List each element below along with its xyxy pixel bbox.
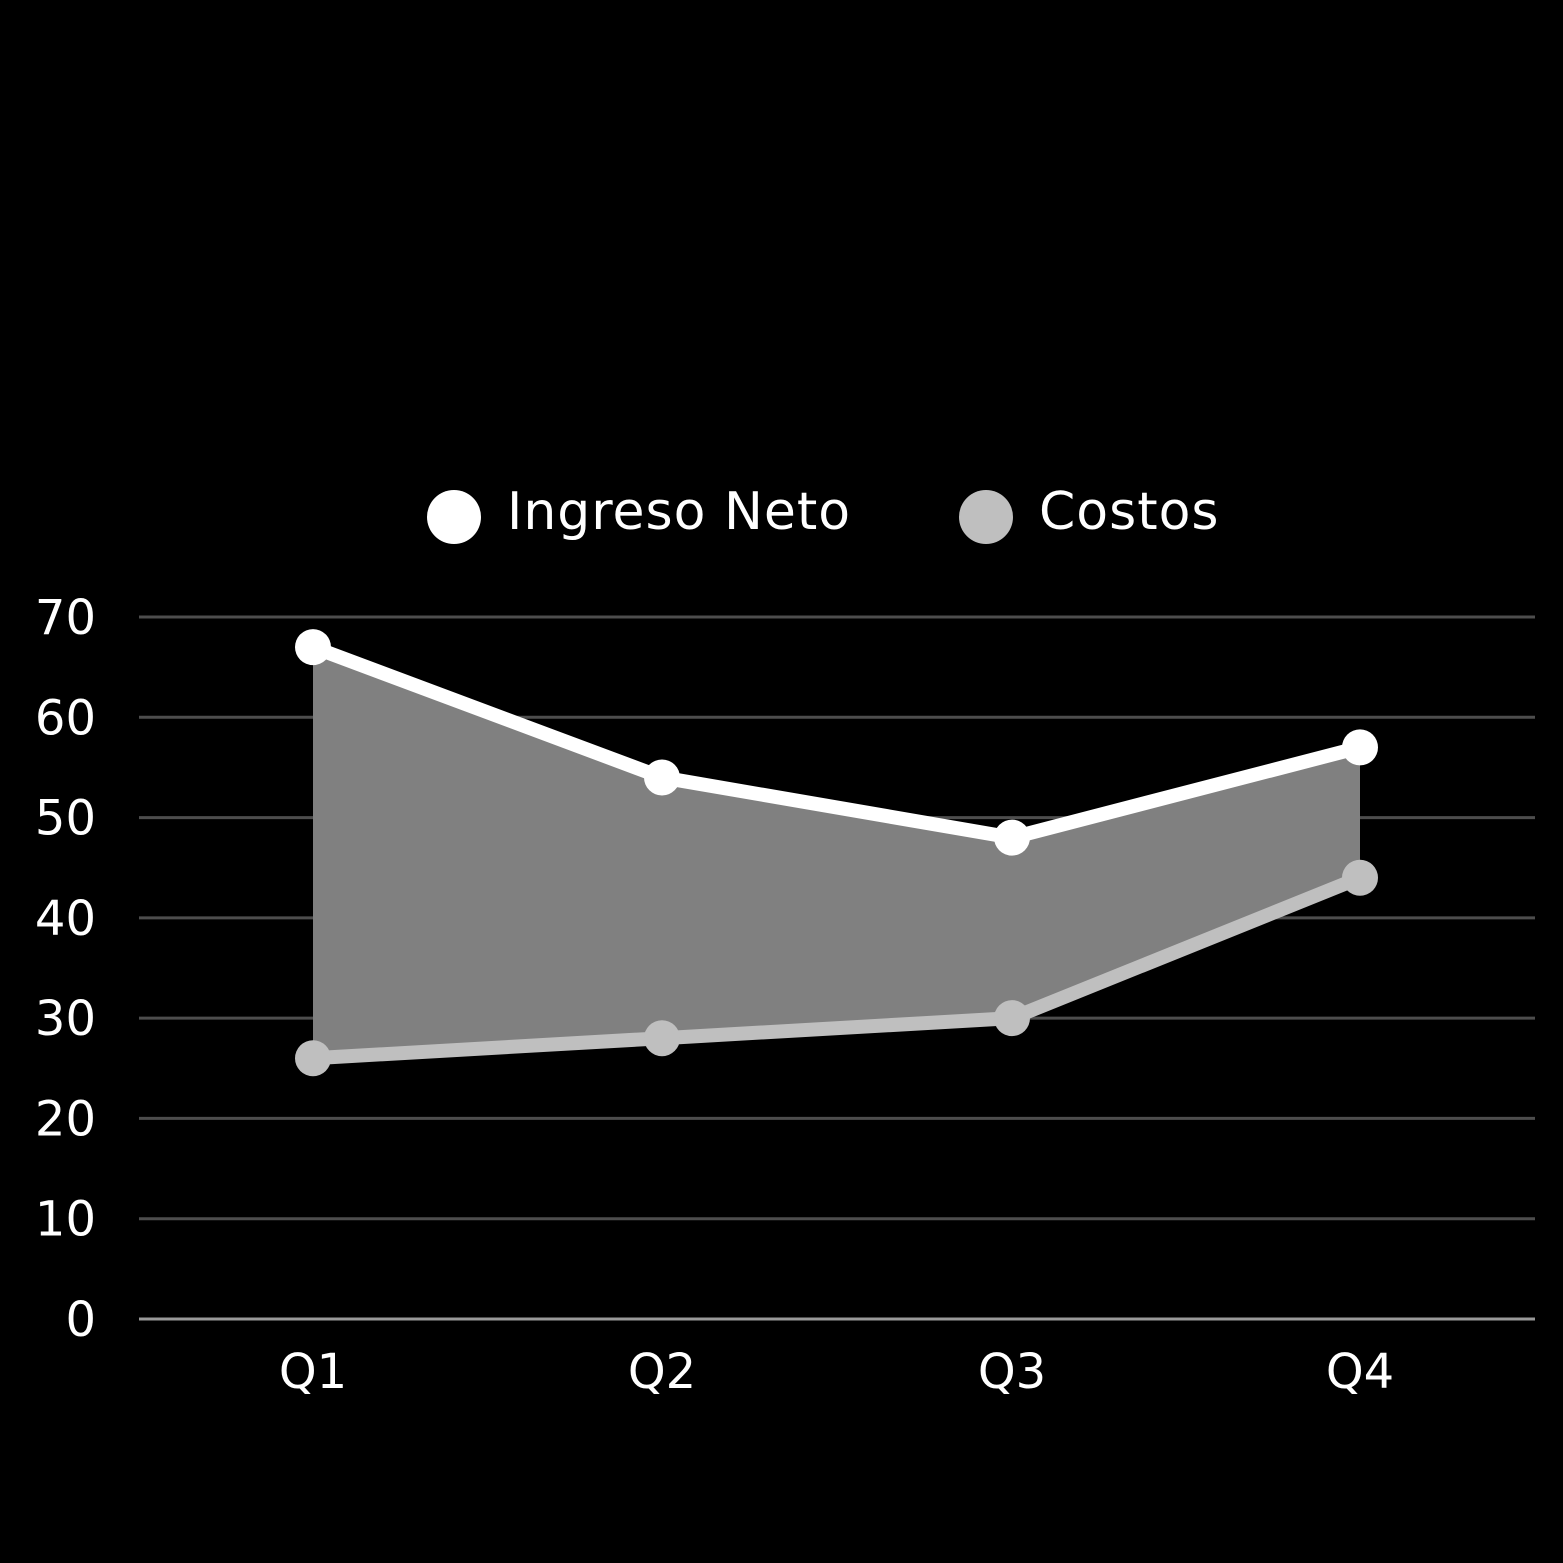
- y-tick-label: 20: [35, 1091, 96, 1147]
- legend-label-costos: Costos: [1039, 482, 1220, 542]
- data-point-ingreso-neto: [994, 819, 1030, 856]
- x-tick-label: Q3: [978, 1344, 1046, 1400]
- x-tick-label: Q4: [1326, 1344, 1394, 1400]
- legend-label-ingreso-neto: Ingreso Neto: [507, 482, 851, 542]
- data-point-ingreso-neto: [1342, 729, 1378, 766]
- y-tick-label: 60: [35, 690, 96, 746]
- y-tick-label: 40: [35, 891, 96, 947]
- data-points: [295, 629, 1378, 1077]
- y-tick-label: 30: [35, 991, 96, 1047]
- y-tick-label: 0: [65, 1292, 96, 1348]
- data-point-ingreso-neto: [295, 629, 331, 666]
- data-point-costos: [644, 1020, 680, 1057]
- y-tick-label: 50: [35, 791, 96, 847]
- legend-marker-costos: [959, 490, 1013, 544]
- series-lines: [306, 640, 1367, 1066]
- x-axis: Q1 Q2 Q3 Q4: [279, 1344, 1394, 1400]
- data-point-ingreso-neto: [644, 759, 680, 796]
- series-line-costos: [306, 870, 1367, 1066]
- data-point-costos: [1342, 859, 1378, 896]
- data-point-costos: [295, 1040, 331, 1077]
- data-point-costos: [994, 1000, 1030, 1037]
- y-axis: 0 10 20 30 40 50 60 70: [35, 590, 96, 1348]
- y-tick-label: 10: [35, 1192, 96, 1248]
- x-tick-label: Q2: [628, 1344, 696, 1400]
- legend-marker-ingreso-neto: [427, 490, 481, 544]
- x-tick-label: Q1: [279, 1344, 347, 1400]
- chart-legend: Ingreso Neto Costos: [427, 482, 1220, 544]
- y-tick-label: 70: [35, 590, 96, 646]
- series-line-ingreso-neto: [306, 640, 1367, 845]
